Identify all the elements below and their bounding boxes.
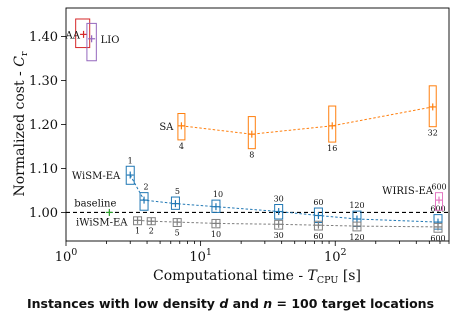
sa-box [177,113,186,141]
x-axis-label: Computational time - TCPU [s] [153,268,361,286]
iwism-ea-box [133,216,143,226]
sa-point-label: 4 [179,142,184,151]
iwism-ea-point-label: 30 [274,231,284,240]
x-tick-label: 102 [324,247,347,265]
iwism-ea-point-label: 1 [135,227,140,236]
sa-line [181,106,433,135]
wism-ea-name-label: WiSM-EA [72,171,121,182]
y-tick-label: 1.40 [29,30,58,45]
lio-box [86,22,97,62]
iwism-ea-point-label: 60 [313,232,323,241]
y-tick-label: 1.30 [29,74,58,89]
wism-ea-point-label: 30 [274,195,284,204]
iwism-ea-box [313,220,323,231]
wism-ea-point-label: 60 [313,198,323,207]
wism-ea-box [274,204,284,220]
wism-ea-point-label: 120 [349,201,364,210]
sa-box [328,105,337,143]
wism-ea-point-label: 2 [144,183,149,192]
iwism-ea-name-label: iWiSM-EA [76,217,128,228]
y-tick-label: 1.10 [29,162,58,177]
iwism-ea-box [172,218,182,227]
iwism-ea-box [352,221,362,232]
wism-ea-point-label: 10 [213,190,223,199]
wism-ea-box [170,196,180,210]
wiris-ea-name-label: WIRIS-EA [382,186,434,197]
wism-ea-box [125,165,135,185]
x-tick-label: 101 [189,247,212,265]
wiris-ea-box [435,192,444,211]
wism-ea-box [211,199,221,213]
iwism-ea-box [433,222,443,233]
iwism-ea-point-label: 2 [149,227,154,236]
aa-name-label: AA [65,30,81,41]
aa-box [75,18,91,49]
iwism-ea-box [146,217,156,226]
sa-point-label: 8 [249,151,254,160]
sa-name-label: SA [159,122,174,133]
iwism-ea-box [274,219,284,230]
figure-caption: Instances with low density d and n = 100… [26,296,435,311]
wiris-ea-point-label: 600 [431,183,446,192]
plot-area [65,7,450,242]
x-tick-label: 100 [55,247,78,265]
wism-ea-point-label: 600 [430,205,445,214]
sa-box [428,85,437,128]
sa-point-label: 32 [428,129,438,138]
iwism-ea-point-label: 10 [211,230,221,239]
lio-name-label: LIO [101,35,120,46]
iwism-ea-point-label: 5 [175,228,180,237]
wism-ea-point-label: 1 [128,156,133,165]
wism-ea-point-label: 5 [175,187,180,196]
y-axis-label: Normalized cost - Cr [12,51,30,196]
sa-box [247,116,256,150]
wism-ea-line [129,174,439,223]
wism-ea-box [139,192,149,211]
iwism-ea-point-label: 600 [430,234,445,243]
sa-point-label: 16 [327,144,337,153]
iwism-ea-point-label: 120 [349,233,364,242]
baseline-label: baseline [74,198,116,209]
iwism-ea-box [211,218,221,229]
y-tick-label: 1.20 [29,118,58,133]
y-tick-label: 1.00 [29,206,58,221]
